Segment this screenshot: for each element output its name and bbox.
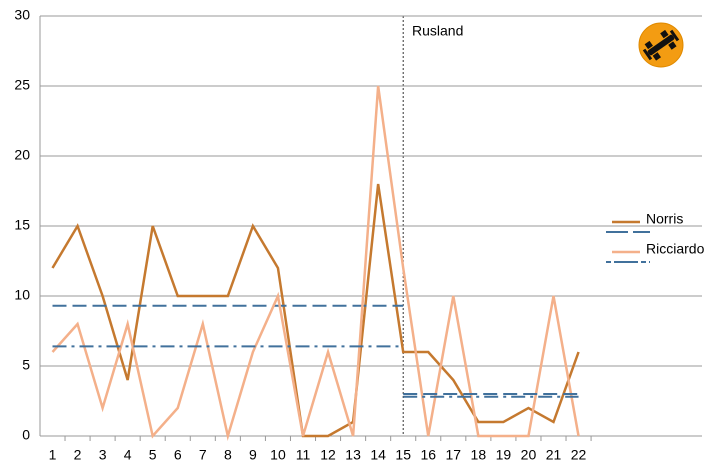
x-tick-label: 3 <box>99 447 107 463</box>
x-tick-label: 20 <box>521 447 537 463</box>
y-tick-label: 25 <box>14 77 30 93</box>
x-tick-label: 21 <box>546 447 562 463</box>
series-line <box>51 85 580 441</box>
y-tick-label: 20 <box>14 147 30 163</box>
x-tick-label: 19 <box>496 447 512 463</box>
x-tick-label: 8 <box>224 447 232 463</box>
legend-label: Ricciardo <box>646 241 705 257</box>
x-tick-label: 7 <box>199 447 207 463</box>
series-line <box>51 183 580 438</box>
y-tick-label: 30 <box>14 7 30 23</box>
x-tick-label: 5 <box>149 447 157 463</box>
x-tick-label: 11 <box>296 447 311 463</box>
x-tick-label: 6 <box>174 447 182 463</box>
x-tick-label: 9 <box>249 447 257 463</box>
x-tick-label: 17 <box>446 447 462 463</box>
x-tick-label: 18 <box>471 447 487 463</box>
x-tick-label: 12 <box>320 447 336 463</box>
x-tick-label: 22 <box>571 447 587 463</box>
x-tick-label: 1 <box>49 447 57 463</box>
x-tick-label: 16 <box>420 447 436 463</box>
legend-label: Norris <box>646 211 683 227</box>
logo-icon <box>638 22 684 68</box>
y-tick-label: 10 <box>14 287 30 303</box>
x-tick-label: 4 <box>124 447 132 463</box>
y-tick-label: 5 <box>22 357 30 373</box>
x-tick-label: 13 <box>345 447 361 463</box>
x-tick-label: 15 <box>395 447 411 463</box>
y-tick-label: 0 <box>22 427 30 443</box>
x-tick-label: 14 <box>370 447 386 463</box>
y-tick-label: 15 <box>14 217 30 233</box>
annotation: Rusland <box>412 23 463 39</box>
x-tick-label: 2 <box>74 447 82 463</box>
x-tick-label: 10 <box>270 447 286 463</box>
